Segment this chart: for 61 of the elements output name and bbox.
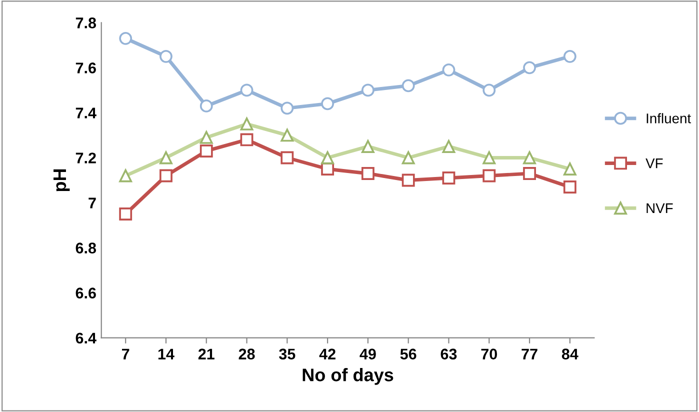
x-tick-label: 49 xyxy=(360,348,376,360)
point xyxy=(200,99,213,112)
point xyxy=(523,151,536,164)
y-tick-label: 7.8 xyxy=(76,18,96,28)
point xyxy=(160,50,172,63)
point xyxy=(442,172,456,184)
y-tick-label: 6.6 xyxy=(76,288,96,298)
x-tick-label: 56 xyxy=(400,348,416,360)
point xyxy=(361,140,374,153)
point xyxy=(563,162,576,176)
point xyxy=(240,118,254,130)
y-tick-label: 7.6 xyxy=(76,62,96,74)
point xyxy=(402,79,415,92)
point xyxy=(160,169,172,182)
x-tick-label: 42 xyxy=(319,348,336,360)
point xyxy=(280,151,294,164)
x-tick-label: 21 xyxy=(198,348,214,360)
legend-label: VF xyxy=(646,158,663,168)
x-tick-label: 63 xyxy=(440,348,457,360)
point xyxy=(361,84,374,97)
y-tick-label: 7.4 xyxy=(76,108,96,118)
point xyxy=(482,151,496,164)
point xyxy=(240,84,254,97)
point xyxy=(321,151,334,164)
point xyxy=(160,151,172,164)
point xyxy=(200,131,213,144)
point xyxy=(280,102,294,115)
point xyxy=(442,63,456,76)
y-tick-label: 7.2 xyxy=(76,152,96,164)
point xyxy=(119,32,132,45)
x-tick-label: 14 xyxy=(158,348,174,360)
point xyxy=(563,50,576,63)
y-tick-label: 7 xyxy=(88,198,96,208)
point xyxy=(442,140,456,153)
point xyxy=(523,61,536,74)
point xyxy=(563,180,576,194)
point xyxy=(240,133,254,146)
x-axis-title: No of days xyxy=(302,368,394,385)
x-tick-label: 84 xyxy=(562,348,578,360)
point xyxy=(321,97,334,110)
point xyxy=(200,144,213,158)
x-tick-label: 35 xyxy=(279,348,296,360)
point xyxy=(119,208,132,220)
point xyxy=(402,151,415,164)
point xyxy=(361,167,374,180)
point xyxy=(523,167,536,180)
x-tick-label: 7 xyxy=(122,348,130,360)
x-tick-label: 70 xyxy=(481,348,497,360)
x-tick-label: 77 xyxy=(522,348,538,360)
y-tick-label: 6.4 xyxy=(76,332,96,344)
point xyxy=(482,169,496,182)
point xyxy=(321,162,334,176)
legend-label: Influent xyxy=(646,113,691,124)
point xyxy=(482,84,496,97)
y-axis-title: pH xyxy=(54,169,70,192)
y-tick-label: 6.8 xyxy=(76,242,96,254)
point xyxy=(119,169,132,182)
point xyxy=(402,174,415,187)
legend-label: NVF xyxy=(646,203,673,213)
point xyxy=(280,128,294,142)
x-tick-label: 28 xyxy=(238,348,255,360)
